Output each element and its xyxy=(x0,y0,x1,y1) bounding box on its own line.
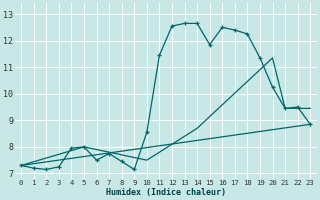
X-axis label: Humidex (Indice chaleur): Humidex (Indice chaleur) xyxy=(106,188,226,197)
